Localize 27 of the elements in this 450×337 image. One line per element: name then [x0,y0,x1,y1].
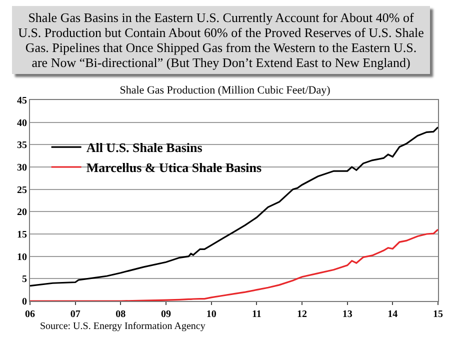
x-tick-label: 09 [161,309,171,320]
y-tick-label: 45 [17,96,27,106]
y-tick-label: 20 [17,207,27,218]
y-tick-label: 35 [17,140,27,152]
y-tick-label: 10 [17,252,27,263]
chart-title: Shale Gas Basins in the Eastern U.S. Currently Account for About 40% of U.S. Production but Contain About 60% of the Proved Reserves of U.S. Shale Gas. Pipelines that Once Shipped Gas from the Western to the Eastern U.S. are Now “Bi-directional” (But They Don’t Extend East to New England) [12,6,430,74]
y-tick-label: 5 [22,274,27,286]
legend-label: All U.S. Shale Basins [86,140,202,156]
y-tick-label: 0 [22,296,27,308]
source-note: Source: U.S. Energy Information Agency [40,321,206,332]
x-tick-label: 07 [70,309,80,320]
line-series [30,126,438,287]
x-tick-label: 08 [116,309,126,320]
line-series [30,228,438,301]
y-tick-label: 40 [17,118,27,129]
x-tick-label: 06 [25,309,35,320]
x-tick-label: 13 [342,309,352,320]
x-tick-label: 11 [252,309,262,320]
x-tick-label: 12 [297,309,307,320]
y-tick-label: 30 [17,162,27,174]
x-tick-label: 10 [206,309,216,320]
legend-label: Marcellus & Utica Shale Basins [86,160,262,176]
y-tick-label: 25 [17,184,27,196]
chart-subtitle: Shale Gas Production (Million Cubic Feet/Day) [120,84,331,97]
x-tick-label: 15 [433,309,443,320]
x-tick-label: 14 [388,309,398,320]
y-tick-label: 15 [17,230,27,240]
